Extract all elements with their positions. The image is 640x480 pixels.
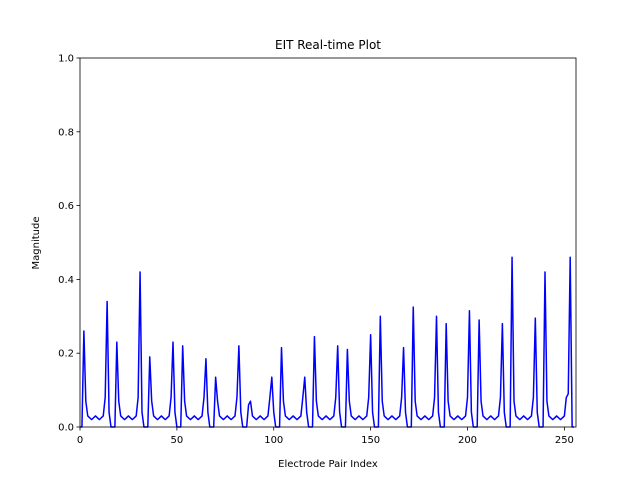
x-tick-label: 250 [555,435,574,446]
x-axis-label: Electrode Pair Index [278,459,378,470]
y-tick-label: 0.2 [58,349,74,360]
data-line [80,256,575,428]
chart-title: EIT Real-time Plot [275,38,381,52]
plot-frame [79,57,577,428]
y-tick-label: 0.0 [58,423,74,434]
x-tick-label: 50 [171,435,184,446]
y-tick-label: 0.6 [58,201,74,212]
x-tick-label: 100 [264,435,283,446]
y-axis-label: Magnitude [31,217,42,270]
y-tick-label: 0.4 [58,275,74,286]
y-tick-label: 0.8 [58,127,74,138]
x-tick-label: 200 [458,435,477,446]
y-tick-label: 1.0 [58,54,74,65]
x-tick-label: 150 [361,435,380,446]
x-tick-label: 0 [77,435,83,446]
